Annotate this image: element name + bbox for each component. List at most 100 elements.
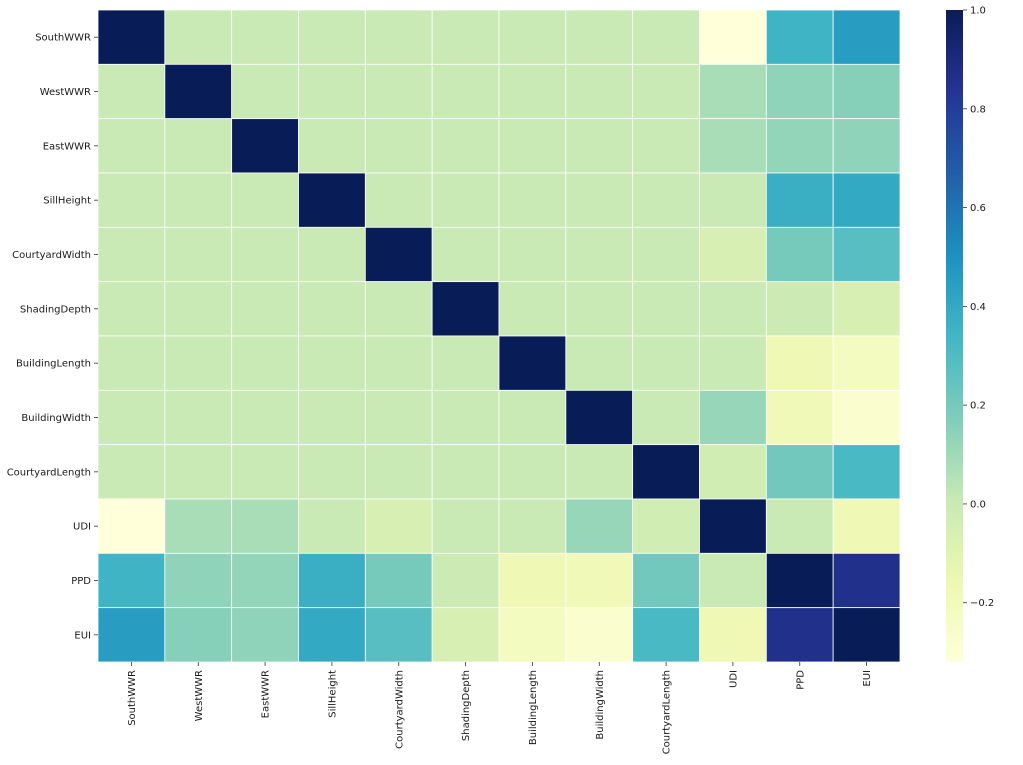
heatmap-cell [298,9,366,65]
heatmap-cell [565,281,634,337]
heatmap-cell [765,444,834,500]
heatmap-cell [832,552,901,609]
heatmap-cell [699,9,767,65]
heatmap-cell [97,172,166,228]
heatmap-cell [699,389,767,446]
heatmap-cell [431,9,500,65]
heatmap-cell [431,172,500,228]
heatmap-cell [632,226,700,283]
colorbar-tick-label: −0.2 [970,598,994,609]
heatmap-cell [765,63,834,120]
heatmap-cell [765,226,834,283]
heatmap-cell [97,281,166,337]
heatmap-cell [498,9,567,65]
x-tick-label: WestWWR [194,670,205,721]
heatmap-cell [565,9,634,65]
heatmap-cell [164,552,233,609]
heatmap-cell [832,444,901,500]
x-tick-label: ShadingDepth [461,670,472,741]
heatmap-cell [97,63,166,120]
heatmap-cell [298,172,366,228]
heatmap-cell [699,335,767,391]
heatmap-cell [765,281,834,337]
heatmap-cell [298,607,366,663]
heatmap-cell [765,118,834,174]
heatmap-cell [298,498,366,554]
heatmap-cell [431,118,500,174]
heatmap-cell [498,63,567,120]
heatmap-cell [164,172,233,228]
heatmap-cell [765,335,834,391]
heatmap-cell [832,63,901,120]
x-tick-label: BuildingLength [528,670,539,745]
heatmap-cell [498,281,567,337]
heatmap-cell [832,498,901,554]
heatmap-cell [97,335,166,391]
colorbar: 1.0 0.8 0.6 0.4 0.2 0.0 −0.2 [946,6,994,662]
heatmap-cell [832,335,901,391]
y-tick-label: CourtyardLength [7,467,91,478]
x-tick-label: EastWWR [261,670,272,718]
heatmap-cell [164,281,233,337]
heatmap-cell [97,389,166,446]
heatmap-cell [699,226,767,283]
heatmap-cell [565,172,634,228]
colorbar-tick-label: 0.6 [970,203,986,214]
heatmap-cell [498,172,567,228]
heatmap-cell [498,389,567,446]
y-axis: SouthWWR WestWWR EastWWR SillHeight Courtyar… [7,33,98,641]
heatmap-cell [298,552,366,609]
colorbar-gradient [946,10,963,662]
colorbar-tick-label: 0.4 [970,302,986,313]
heatmap-cell [231,9,299,65]
x-tick-label: CourtyardLength [662,670,673,754]
y-tick-label: SouthWWR [35,33,91,44]
heatmap-cell [498,226,567,283]
heatmap-cell [298,444,366,500]
heatmap-cell [164,226,233,283]
heatmap-cell [565,63,634,120]
heatmap-cell [699,444,767,500]
heatmap-cell [765,389,834,446]
heatmap-cell [765,552,834,609]
heatmap-cell [431,63,500,120]
heatmap-cell [431,498,500,554]
heatmap-cell [699,552,767,609]
heatmap-cell [832,607,901,663]
y-tick-label: EUI [74,630,91,641]
heatmap-cell [699,118,767,174]
heatmap-cell [231,118,299,174]
heatmap-cell [364,9,433,65]
heatmap-cell [231,281,299,337]
heatmap-cell [231,498,299,554]
heatmap-cell [765,498,834,554]
y-tick-label: BuildingWidth [21,413,91,424]
heatmap-cell [364,172,433,228]
heatmap-cell [431,335,500,391]
heatmap-cell [431,389,500,446]
heatmap-cell [164,335,233,391]
heatmap-cell [765,9,834,65]
heatmap-cell [431,607,500,663]
colorbar-tick-label: 0.0 [970,499,986,510]
y-tick-label: SillHeight [43,196,91,207]
heatmap-cell [97,498,166,554]
heatmap-cell [498,335,567,391]
heatmap-cell [298,63,366,120]
heatmap-cell [164,607,233,663]
colorbar-tick-label: 0.2 [970,401,986,412]
heatmap-cell [298,389,366,446]
heatmap-cell [765,172,834,228]
heatmap-cell [565,444,634,500]
heatmap-cell [632,63,700,120]
heatmap-cell [699,281,767,337]
heatmap-cell [832,226,901,283]
heatmap-cell [364,389,433,446]
heatmap-cell [632,607,700,663]
heatmap-cell [164,118,233,174]
heatmap-cell [97,226,166,283]
colorbar-tick-label: 1.0 [970,6,986,17]
heatmap-cell [431,552,500,609]
heatmap-cells [97,9,901,663]
